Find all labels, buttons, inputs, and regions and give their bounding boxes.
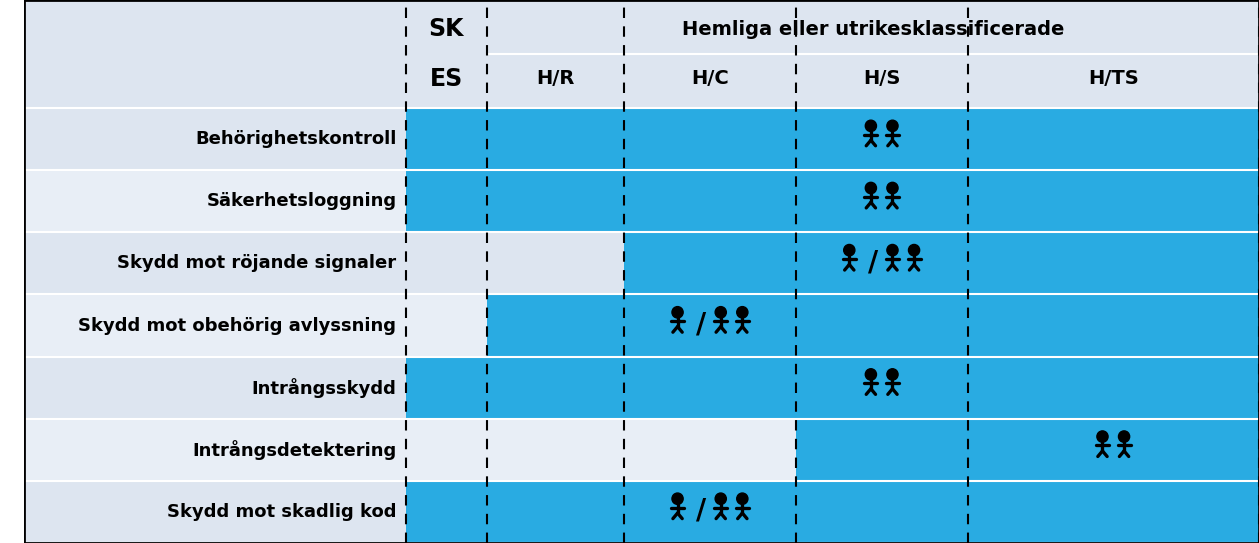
Circle shape <box>715 307 726 318</box>
Bar <box>24 170 487 232</box>
Bar <box>24 0 1259 108</box>
Text: ES: ES <box>429 67 463 91</box>
Text: Skydd mot skadlig kod: Skydd mot skadlig kod <box>167 503 397 521</box>
Text: H/C: H/C <box>691 70 729 89</box>
Bar <box>487 294 1259 357</box>
Text: /: / <box>696 497 706 525</box>
Circle shape <box>672 493 684 504</box>
Circle shape <box>886 369 898 380</box>
Text: Säkerhetsloggning: Säkerhetsloggning <box>206 192 397 210</box>
Text: H/TS: H/TS <box>1088 70 1138 89</box>
Circle shape <box>865 369 876 380</box>
Text: Skydd mot obehörig avlyssning: Skydd mot obehörig avlyssning <box>78 317 397 334</box>
Bar <box>24 108 487 170</box>
Circle shape <box>886 182 898 194</box>
Bar <box>796 419 1259 481</box>
Text: SK: SK <box>429 17 465 41</box>
Circle shape <box>909 244 919 256</box>
Circle shape <box>672 307 684 318</box>
Bar <box>407 170 1259 232</box>
Bar <box>407 108 1259 170</box>
Bar <box>624 232 1259 294</box>
Circle shape <box>865 120 876 131</box>
Text: H/R: H/R <box>536 70 574 89</box>
Text: H/S: H/S <box>862 70 900 89</box>
Circle shape <box>865 182 876 194</box>
Circle shape <box>886 244 898 256</box>
Circle shape <box>844 244 855 256</box>
Text: /: / <box>696 311 706 338</box>
Circle shape <box>886 120 898 131</box>
Text: Hemliga eller utrikesklassificerade: Hemliga eller utrikesklassificerade <box>681 20 1064 39</box>
Text: Skydd mot röjande signaler: Skydd mot röjande signaler <box>117 254 397 273</box>
Bar <box>24 481 487 543</box>
Circle shape <box>737 307 748 318</box>
Bar <box>407 419 796 481</box>
Bar <box>407 294 487 357</box>
Text: /: / <box>867 248 878 276</box>
Bar <box>24 232 487 294</box>
Text: Intrångsskydd: Intrångsskydd <box>252 377 397 397</box>
Bar <box>407 357 1259 419</box>
Bar <box>24 357 487 419</box>
Bar <box>407 481 1259 543</box>
Bar <box>407 232 624 294</box>
Bar <box>24 419 487 481</box>
Text: Intrångsdetektering: Intrångsdetektering <box>193 440 397 460</box>
Circle shape <box>715 493 726 504</box>
Circle shape <box>737 493 748 504</box>
Text: Behörighetskontroll: Behörighetskontroll <box>195 130 397 148</box>
Circle shape <box>1118 431 1129 443</box>
Circle shape <box>1097 431 1108 443</box>
Bar <box>24 294 487 357</box>
